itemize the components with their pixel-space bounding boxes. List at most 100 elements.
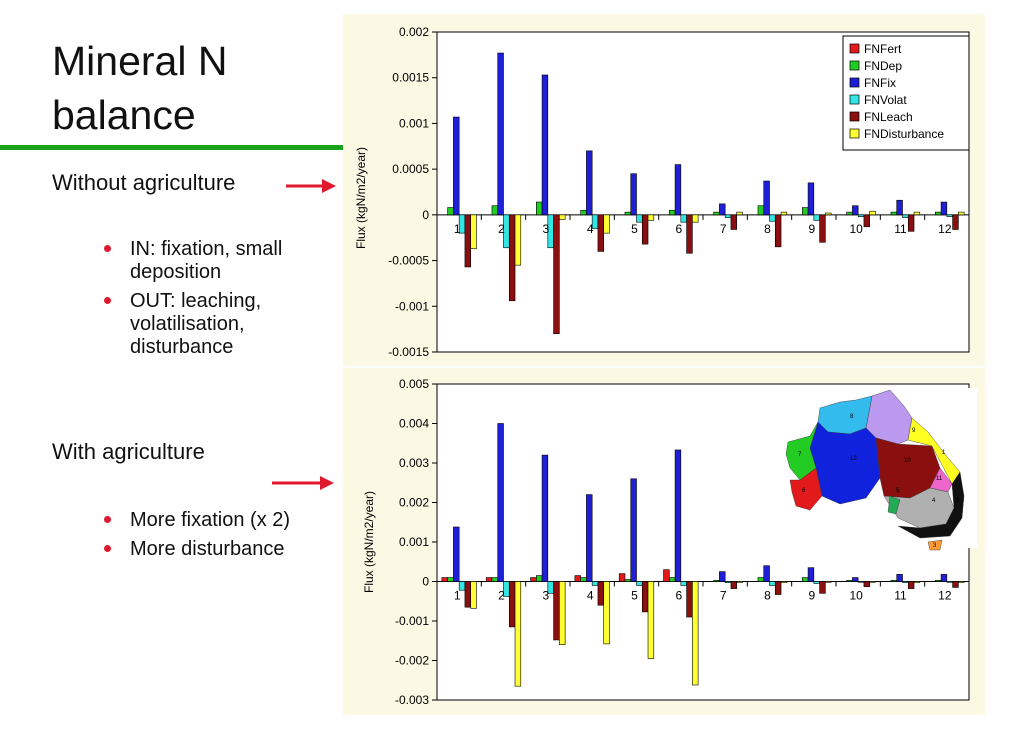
bar-fndep [536,575,543,582]
y-tick-label: 0.004 [399,417,429,431]
legend-swatch [849,128,860,139]
legend-label: FNFix [864,76,896,90]
chart-svg: Flux (kgN/m2/year) -0.0015 -0.001 -0.0005 0… [343,14,985,366]
y-tick-label: -0.0005 [388,254,429,268]
legend-label: FNLeach [864,110,913,124]
bar-fnleach [641,214,649,245]
bar-fnvolat [591,581,599,586]
x-tick-label: 1 [454,222,461,236]
bar-fnfix [586,150,593,216]
bullet-dot-icon [104,545,111,552]
x-tick-label: 2 [498,589,505,603]
bar-fndisturbance [958,211,965,216]
y-tick-label: 0 [422,575,429,589]
map-region-5 [887,495,901,515]
title-line-2: balance [52,92,196,138]
legend-swatch [849,94,860,105]
bar-fnfix [586,494,593,582]
y-tick-label: -0.001 [395,299,429,313]
bar-fnvolat [769,214,776,222]
bar-fnfix [541,454,549,582]
bar-fndisturbance [869,581,876,583]
bar-fndep [447,577,454,582]
bar-fnvolat [902,214,909,218]
x-tick-label: 7 [720,589,727,603]
bar-fndep [491,577,499,582]
bar-fnvolat [769,581,776,586]
y-axis-label: Flux (kgN/m2/year) [354,147,368,249]
section-without-agriculture: Without agriculture [52,170,236,195]
bar-fnfix [940,201,948,216]
bar-fndisturbance [780,211,788,216]
bar-fnfix [940,574,948,582]
bullet-text: IN: fixation, small deposition [130,238,283,283]
bar-fnfix [674,164,682,216]
map-label-9: 9 [912,428,916,434]
y-tick-label: 0.002 [399,25,429,39]
bar-fndep [713,211,720,216]
bar-fndisturbance [470,214,477,249]
y-tick-label: 0.0015 [392,71,429,85]
bar-fnfert [530,577,537,582]
legend-label: FNDisturbance [864,127,944,141]
bar-fndep [491,205,499,216]
bar-fnleach [907,214,915,232]
slide-title: Mineral N balance [52,34,227,142]
y-tick-label: 0.005 [399,377,429,391]
map-label-10: 10 [904,458,911,464]
bar-fnleach [686,581,693,618]
bar-fndep [890,211,898,216]
bar-fnvolat [724,581,732,583]
y-tick-label: -0.002 [395,654,429,668]
bar-fnleach [641,581,649,613]
bar-fndep [935,211,942,216]
bar-fndisturbance [913,211,921,216]
bar-fnleach [863,581,870,587]
map-label-5: 5 [896,488,900,494]
bar-fndisturbance [780,581,788,583]
bar-fndep [890,580,898,582]
bar-fndisturbance [913,581,921,583]
map-label-12: 12 [850,456,857,462]
legend-label: FNVolat [864,93,907,107]
bar-fndep [580,577,587,582]
map-region-2 [897,471,965,539]
legend: FNFert FNDep FNFix FNVolat FNLeach FNDisturba… [842,35,970,151]
map-label-2: 2 [956,498,960,504]
x-tick-label: 4 [587,589,594,603]
bar-fnleach [730,581,737,589]
bar-fnvolat [902,581,909,583]
bar-fndisturbance [825,581,832,583]
x-tick-label: 3 [542,589,549,603]
bar-fnvolat [724,214,732,218]
bar-fnleach [863,214,870,228]
bar-fnfix [807,567,815,582]
x-tick-label: 6 [675,222,682,236]
bar-fnfert [441,577,448,582]
bar-fndisturbance [692,581,699,686]
bar-fndep [580,209,587,216]
map-label-3: 3 [933,543,937,549]
x-tick-label: 2 [498,222,505,236]
bar-fnleach [730,214,737,230]
bar-fndep [447,207,454,216]
legend-label: FNFert [864,42,902,56]
bar-fndep [624,211,632,216]
x-tick-label: 11 [894,589,907,603]
x-tick-label: 10 [849,589,863,603]
bar-fnfert [663,569,670,582]
arrow-icon [286,179,336,193]
bar-fnvolat [813,214,820,221]
bar-fndep [536,201,543,216]
legend-swatch [849,43,860,54]
bar-fndep [757,205,765,216]
bar-fndisturbance [647,581,655,659]
chart-svg: Flux (kgN/m2/year) -0.003 -0.002 -0.001 0 0.… [343,368,985,715]
bar-fnfix [719,571,726,582]
bullet-item: More fixation (x 2) [104,509,334,532]
bar-fnleach [597,581,604,606]
section-with-agriculture: With agriculture [52,439,205,464]
bar-fnfix [719,203,726,216]
bar-fndisturbance [692,214,699,223]
x-tick-label: 11 [894,222,907,236]
